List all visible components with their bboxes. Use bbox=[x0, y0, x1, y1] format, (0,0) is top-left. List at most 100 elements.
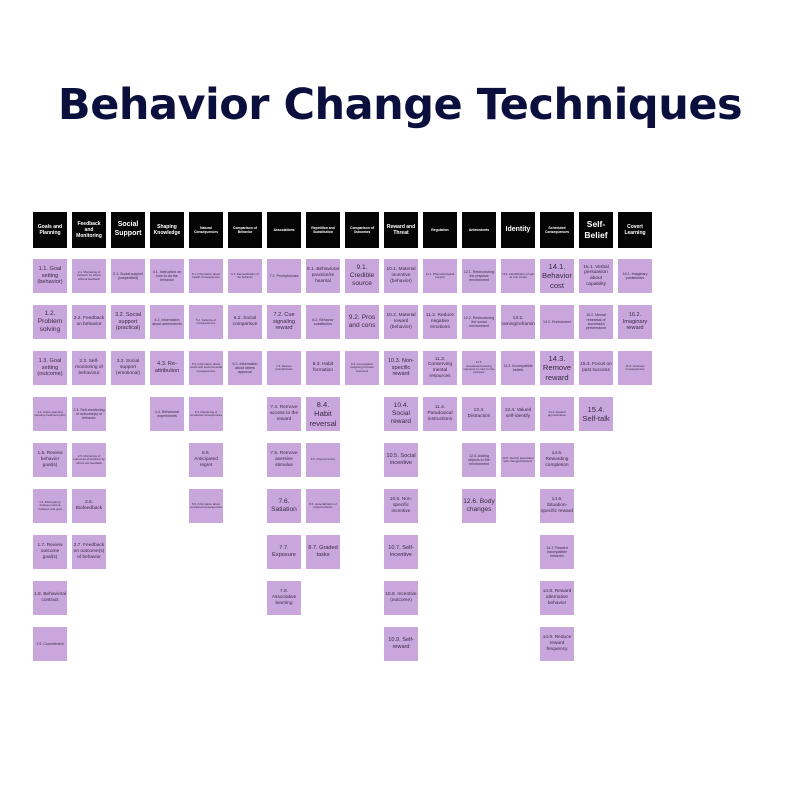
technique-card: 10.8. Incentive (outcome) bbox=[384, 581, 418, 615]
technique-card: 1.6. Discrepancy between current behavio… bbox=[33, 489, 67, 523]
technique-card: 8.6. Generalization of target behavior bbox=[306, 489, 340, 523]
technique-card: 2.7. Feedback on outcome(s) of behavior bbox=[72, 535, 106, 569]
technique-card: 14.4. Reward approximation bbox=[540, 397, 574, 431]
category-header: Associations bbox=[267, 212, 301, 248]
technique-card: 9.2. Pros and cons bbox=[345, 305, 379, 339]
technique-card: 14.6. Situation-specific reward bbox=[540, 489, 574, 523]
category-header: Feedback and Monitoring bbox=[72, 212, 106, 248]
technique-card: 1.1. Goal setting (behavior) bbox=[33, 259, 67, 293]
technique-card: 11.3. Conserving mental resources bbox=[423, 351, 457, 385]
category-column: Reward and Threat 10.1. Material incentiv… bbox=[384, 212, 418, 673]
category-column: Comparison of Behavior 6.1. Demonstration… bbox=[228, 212, 262, 673]
technique-card: 14.7. Reward incompatible behavior bbox=[540, 535, 574, 569]
category-header: Comparison of Behavior bbox=[228, 212, 262, 248]
technique-card: 12.4. Distraction bbox=[462, 397, 496, 431]
technique-card: 10.4. Social reward bbox=[384, 397, 418, 431]
technique-card: 13.3. Incompatible beliefs bbox=[501, 351, 535, 385]
technique-card: 8.1. Behavioral practice/re hearsal bbox=[306, 259, 340, 293]
technique-card: 4.1. Instruction on how to do the behavi… bbox=[150, 259, 184, 293]
technique-card: 8.7. Graded tasks bbox=[306, 535, 340, 569]
technique-card: 5.2. Salience of consequences bbox=[189, 305, 223, 339]
technique-card: 8.5. Overcorrection bbox=[306, 443, 340, 477]
technique-card: 12.2. Restructuring the social environme… bbox=[462, 305, 496, 339]
technique-card: 2.5. Monitoring of outcomes of behavior … bbox=[72, 443, 106, 477]
technique-card: 1.9. Commitment bbox=[33, 627, 67, 661]
technique-card: 10.3. Non-specific reward bbox=[384, 351, 418, 385]
category-column: Natural Consequences 5.1. Information abo… bbox=[189, 212, 223, 673]
technique-card: 14.2. Punishment bbox=[540, 305, 574, 339]
technique-card: 6.3. Information about others approval bbox=[228, 351, 262, 385]
technique-card: 15.2. Mental rehearsal of successful per… bbox=[579, 305, 613, 339]
category-header: Shaping Knowledge bbox=[150, 212, 184, 248]
technique-card: 13.4. Valued self-identify bbox=[501, 397, 535, 431]
technique-card: 12.1. Restructuring the physical environ… bbox=[462, 259, 496, 293]
technique-card: 11.2. Reduce negative emotions bbox=[423, 305, 457, 339]
technique-card: 5.4. Monitoring of emotional consequence… bbox=[189, 397, 223, 431]
technique-board: Goals and Planning 1.1. Goal setting (beh… bbox=[33, 212, 652, 673]
technique-card: 11.1. Pharmacological support bbox=[423, 259, 457, 293]
technique-card: 3.2. Social support (practical) bbox=[111, 305, 145, 339]
technique-card: 2.3. Self-monitoring of behaviour bbox=[72, 351, 106, 385]
category-header: Regulation bbox=[423, 212, 457, 248]
technique-card: 7.8. Associative learning bbox=[267, 581, 301, 615]
technique-card: 10.2. Material reward (behavior) bbox=[384, 305, 418, 339]
technique-card: 14.9. Reduce reward frequency bbox=[540, 627, 574, 661]
category-header: Goals and Planning bbox=[33, 212, 67, 248]
technique-card: 5.1. Information about health consequenc… bbox=[189, 259, 223, 293]
technique-card: 15.1. Verbal persuasion about capability bbox=[579, 259, 613, 293]
technique-card: 1.4. Action planning (develop treatment … bbox=[33, 397, 67, 431]
technique-card: 1.7. Review outcome goal(s) bbox=[33, 535, 67, 569]
technique-card: 16.3. Vicarious consequences bbox=[618, 351, 652, 385]
category-column: Antecedents 12.1. Restructuring the physi… bbox=[462, 212, 496, 673]
technique-card: 16.2. Imaginary reward bbox=[618, 305, 652, 339]
technique-card: 9.3. Comparative imagining of future out… bbox=[345, 351, 379, 385]
technique-card: 15.4. Self-talk bbox=[579, 397, 613, 431]
technique-card: 14.5. Rewarding completion bbox=[540, 443, 574, 477]
technique-card: 10.5. Social incentive bbox=[384, 443, 418, 477]
technique-card: 14.8. Reward alternative behavior bbox=[540, 581, 574, 615]
category-header: Repetition and Substitution bbox=[306, 212, 340, 248]
technique-card: 2.6. Biofeedback bbox=[72, 489, 106, 523]
technique-card: 12.6. Body changes bbox=[462, 489, 496, 523]
technique-card: 9.1. Credible source bbox=[345, 259, 379, 293]
page-title: Behavior Change Techniques bbox=[57, 80, 743, 130]
category-header: Covert Learning bbox=[618, 212, 652, 248]
technique-card: 6.1. Demonstration of the behavior bbox=[228, 259, 262, 293]
technique-card: 12.3. Avoidance/reducing exposure to cue… bbox=[462, 351, 496, 385]
category-column: Self-Belief 15.1. Verbal persuasion about… bbox=[579, 212, 613, 673]
technique-card: 4.2. Information about antecedents bbox=[150, 305, 184, 339]
technique-card: 2.1. Monitoring of behavior by others wi… bbox=[72, 259, 106, 293]
technique-card: 15.3. Focus on past success bbox=[579, 351, 613, 385]
category-header: Identity bbox=[501, 212, 535, 248]
technique-card: 7.6. Satiation bbox=[267, 489, 301, 523]
technique-card: 7.1. Prompts/cues bbox=[267, 259, 301, 293]
technique-card: 10.9. Self-reward bbox=[384, 627, 418, 661]
technique-card: 7.3. Reduce prompts/cues bbox=[267, 351, 301, 385]
category-header: Scheduled Consequences bbox=[540, 212, 574, 248]
technique-card: 4.4. Behavioral experiments bbox=[150, 397, 184, 431]
technique-card: 8.3. Habit formation bbox=[306, 351, 340, 385]
technique-card: 16.1. Imaginary punishment bbox=[618, 259, 652, 293]
category-column: Scheduled Consequences 14.1. Behavior cos… bbox=[540, 212, 574, 673]
category-column: Feedback and Monitoring 2.1. Monitoring o… bbox=[72, 212, 106, 673]
category-header: Natural Consequences bbox=[189, 212, 223, 248]
technique-card: 3.1. Social support (unspecified) bbox=[111, 259, 145, 293]
technique-card: 5.3. Information about social and enviro… bbox=[189, 351, 223, 385]
category-column: Repetition and Substitution 8.1. Behavior… bbox=[306, 212, 340, 673]
technique-card: 7.7. Exposure bbox=[267, 535, 301, 569]
category-column: Goals and Planning 1.1. Goal setting (beh… bbox=[33, 212, 67, 673]
technique-card: 10.6. Non-specific incentive bbox=[384, 489, 418, 523]
category-column: Social Support 3.1. Social support (unspe… bbox=[111, 212, 145, 673]
category-header: Social Support bbox=[111, 212, 145, 248]
technique-card: 4.3. Re-attribution bbox=[150, 351, 184, 385]
technique-card: 7.4. Remove access to the reward bbox=[267, 397, 301, 431]
technique-card: 10.7. Self-incentive bbox=[384, 535, 418, 569]
category-column: Associations 7.1. Prompts/cues 7.2. Cue si… bbox=[267, 212, 301, 673]
technique-card: 2.4. Self-monitoring of outcome(s) of be… bbox=[72, 397, 106, 431]
technique-card: 12.5. Adding objects to the environment bbox=[462, 443, 496, 477]
technique-card: 3.3. Social support (emotional) bbox=[111, 351, 145, 385]
technique-card: 7.5. Remove aversive stimulus bbox=[267, 443, 301, 477]
category-header: Comparison of Outcomes bbox=[345, 212, 379, 248]
technique-card: 10.1. Material incentive (behavior) bbox=[384, 259, 418, 293]
technique-card: 8.2. Behavior substitution bbox=[306, 305, 340, 339]
